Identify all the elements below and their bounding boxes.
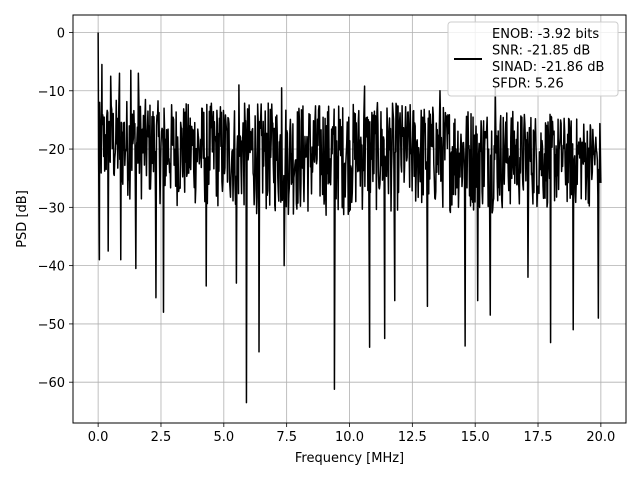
y-axis: 0 −10 −20 −30 −40 −50 −60 (38, 26, 73, 391)
x-tick-label: 12.5 (398, 430, 427, 445)
x-axis-label: Frequency [MHz] (295, 451, 404, 466)
legend-line-sfdr: SFDR: 5.26 (492, 77, 564, 92)
psd-series-line (97, 32, 602, 404)
series-layer (97, 32, 602, 404)
legend: ENOB: -3.92 bits SNR: -21.85 dB SINAD: -… (447, 21, 619, 97)
y-tick-label: −50 (38, 318, 65, 333)
y-tick-label: 0 (57, 26, 65, 41)
x-tick-label: 5.0 (213, 430, 234, 445)
x-tick-label: 17.5 (524, 430, 553, 445)
x-tick-label: 7.5 (276, 430, 297, 445)
y-tick-label: −60 (38, 376, 65, 391)
y-tick-label: −10 (38, 85, 65, 100)
x-tick-label: 15.0 (461, 430, 490, 445)
legend-line-sinad: SINAD: -21.86 dB (492, 60, 604, 75)
legend-line-snr: SNR: -21.85 dB (492, 44, 590, 59)
y-tick-label: −30 (38, 201, 65, 216)
y-tick-label: −40 (38, 260, 65, 275)
x-tick-label: 20.0 (586, 430, 615, 445)
x-tick-label: 2.5 (151, 430, 172, 445)
y-tick-label: −20 (38, 143, 65, 158)
x-axis: 0.0 2.5 5.0 7.5 10.0 12.5 15.0 17.5 20.0 (88, 423, 615, 445)
x-tick-label: 10.0 (335, 430, 364, 445)
legend-box (447, 21, 619, 97)
legend-line-enob: ENOB: -3.92 bits (492, 27, 599, 42)
x-tick-label: 0.0 (88, 430, 109, 445)
y-axis-label: PSD [dB] (15, 190, 30, 248)
